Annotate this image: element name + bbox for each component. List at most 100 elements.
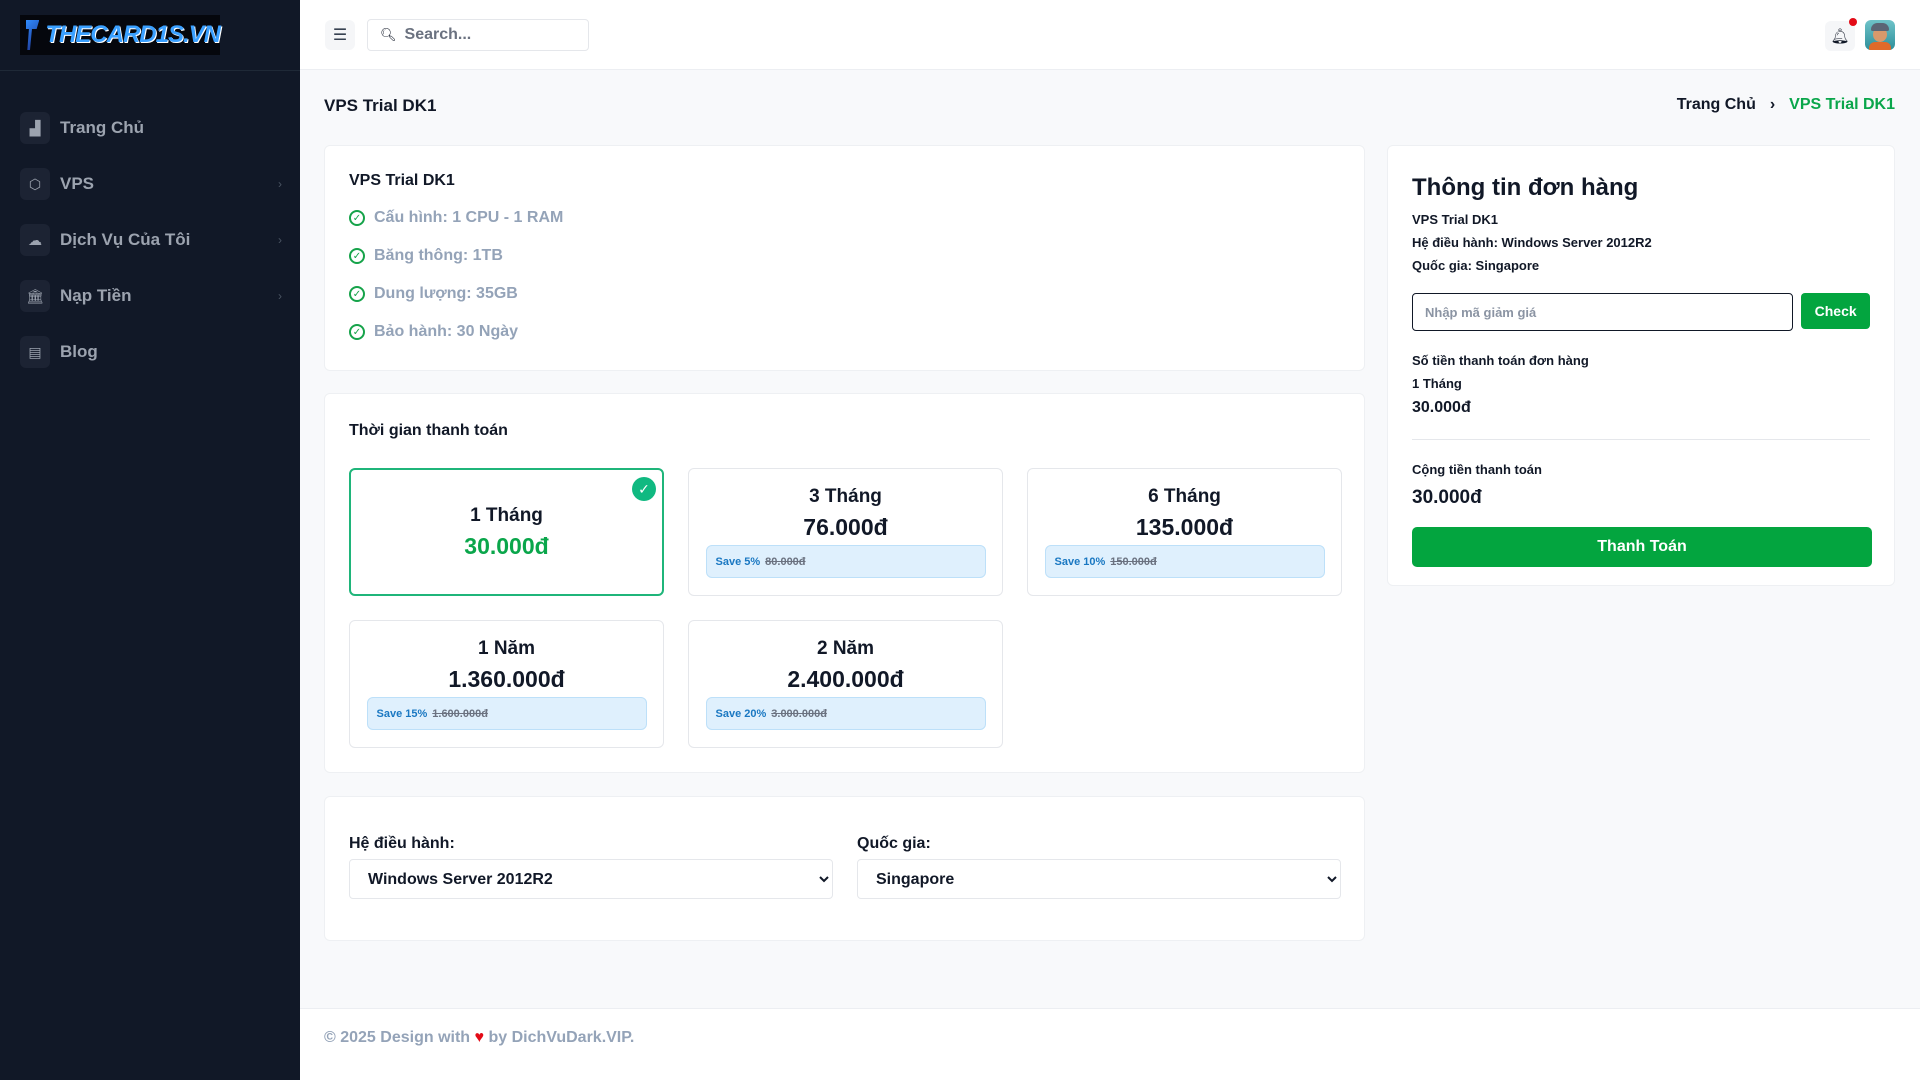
search-icon: 🔍︎ [380,27,397,42]
plan-option-2-nam[interactable]: 2 Năm 2.400.000đ Save 20% 3.000.000đ [688,620,1003,748]
notification-button[interactable]: 🔔︎ [1825,18,1857,51]
feature-item: ✓ Cấu hình: 1 CPU - 1 RAM [349,199,1340,237]
billing-card: Thời gian thanh toán ✓ 1 Tháng 30.000đ 3 T… [324,393,1365,773]
save-badge: Save 20% 3.000.000đ [705,697,986,730]
sidebar-item-nap-tien[interactable]: 🏛 Nạp Tiền › [20,268,282,324]
sidebar-divider [0,70,300,71]
plan-label: 2 Năm [816,638,875,659]
sidebar-item-blog[interactable]: ▤ Blog [20,324,282,380]
old-price: 80.000đ [765,555,806,568]
avatar[interactable] [1865,20,1895,50]
document-icon: ▤ [20,336,50,368]
plan-grid: ✓ 1 Tháng 30.000đ 3 Tháng 76.000đ Save 5% 80.… [349,468,1342,748]
divider [1412,439,1870,440]
order-summary-card: Thông tin đơn hàng VPS Trial DK1 Hệ điều… [1387,145,1895,586]
cube-icon: ⬡ [20,168,50,200]
notification-dot [1849,18,1857,26]
plan-label: 1 Tháng [470,504,543,526]
feature-item: ✓ Bảo hành: 30 Ngày [349,313,1340,351]
old-price: 150.000đ [1110,555,1157,568]
hamburger-icon: ☰ [332,27,348,44]
total-label: Cộng tiền thanh toán [1412,462,1542,477]
save-badge: Save 5% 80.000đ [705,545,986,578]
heart-icon: ♥ [474,1029,485,1046]
cloud-icon: ☁ [20,224,50,256]
chevron-right-icon: › [1769,96,1776,113]
chevron-right-icon: › [278,233,282,247]
bank-icon: 🏛 [20,280,50,312]
billing-title: Thời gian thanh toán [349,422,508,439]
save-percent: Save 10% [1054,555,1106,568]
search-input[interactable] [404,26,575,44]
old-price: 1.600.000đ [432,707,488,720]
check-circle-icon: ✓ [349,248,365,264]
subtotal-amount: 30.000đ [1412,399,1471,416]
sidebar-item-dich-vu[interactable]: ☁ Dịch Vụ Của Tôi › [20,212,282,268]
plan-price: 76.000đ [803,514,888,540]
breadcrumb: Trang Chủ › VPS Trial DK1 [1677,96,1895,114]
logo[interactable]: THECARD1S.VN [20,15,221,55]
sidebar-item-trang-chu[interactable]: ▟ Trang Chủ [20,100,282,156]
search-box: 🔍︎ [367,19,589,51]
save-percent: Save 15% [376,707,428,720]
save-badge: Save 15% 1.600.000đ [366,697,647,730]
order-country: Quốc gia: Singapore [1412,258,1540,273]
feature-item: ✓ Băng thông: 1TB [349,237,1340,275]
home-icon: ▟ [20,112,50,144]
logo-mark [26,20,40,50]
feature-text: Cấu hình: 1 CPU - 1 RAM [374,209,564,226]
feature-text: Băng thông: 1TB [374,247,503,264]
breadcrumb-home[interactable]: Trang Chủ [1676,96,1756,113]
order-product: VPS Trial DK1 [1412,212,1498,227]
sidebar-item-label: Nạp Tiền [60,286,132,305]
save-percent: Save 5% [715,555,761,568]
plan-price: 135.000đ [1135,514,1234,540]
plan-option-1-nam[interactable]: 1 Năm 1.360.000đ Save 15% 1.600.000đ [349,620,664,748]
sidebar-item-label: Trang Chủ [60,118,145,137]
order-os: Hệ điều hành: Windows Server 2012R2 [1412,235,1652,250]
plan-price: 1.360.000đ [448,666,565,692]
country-select[interactable]: Singapore [857,859,1341,899]
save-badge: Save 10% 150.000đ [1044,545,1325,578]
plan-label: 3 Tháng [809,486,882,507]
feature-item: ✓ Dung lượng: 35GB [349,275,1340,313]
product-name: VPS Trial DK1 [349,172,455,189]
check-coupon-button[interactable]: Check [1801,293,1870,329]
selected-check-icon: ✓ [632,477,656,501]
order-period: 1 Tháng [1412,376,1462,391]
check-circle-icon: ✓ [349,210,365,226]
save-percent: Save 20% [715,707,767,720]
os-label: Hệ điều hành: [349,835,455,852]
feature-text: Dung lượng: 35GB [374,285,518,302]
plan-label: 6 Tháng [1148,486,1221,507]
sidebar-item-label: Dịch Vụ Của Tôi [60,230,191,249]
footer: © 2025 Design with ♥ by DichVuDark.VIP. [300,1008,1920,1080]
os-select[interactable]: Windows Server 2012R2 [349,859,833,899]
bell-icon: 🔔︎ [1830,28,1850,45]
footer-prefix: © 2025 Design with [324,1029,471,1046]
chevron-right-icon: › [278,177,282,191]
top-header: ☰ 🔍︎ 🔔︎ [300,0,1920,70]
product-card: VPS Trial DK1 ✓ Cấu hình: 1 CPU - 1 RAM ✓… [324,145,1365,371]
sidebar-item-vps[interactable]: ⬡ VPS › [20,156,282,212]
sidebar: THECARD1S.VN ▟ Trang Chủ ⬡ VPS › ☁ Dịch Vụ C… [0,0,300,1080]
pay-button[interactable]: Thanh Toán [1412,527,1872,567]
check-circle-icon: ✓ [349,286,365,302]
plan-option-1-thang[interactable]: ✓ 1 Tháng 30.000đ [349,468,664,596]
breadcrumb-current: VPS Trial DK1 [1789,96,1895,113]
sidebar-item-label: Blog [60,342,98,361]
check-circle-icon: ✓ [349,324,365,340]
menu-toggle-button[interactable]: ☰ [325,20,355,50]
order-title: Thông tin đơn hàng [1412,174,1639,201]
logo-text: THECARD1S.VN [45,21,221,48]
plan-price: 2.400.000đ [787,666,904,692]
plan-price: 30.000đ [464,532,549,559]
plan-option-6-thang[interactable]: 6 Tháng 135.000đ Save 10% 150.000đ [1027,468,1342,596]
old-price: 3.000.000đ [771,707,827,720]
footer-suffix: by DichVuDark.VIP. [488,1029,635,1046]
sidebar-item-label: VPS [60,174,95,193]
feature-text: Bảo hành: 30 Ngày [374,323,519,340]
coupon-input[interactable] [1412,293,1794,331]
plan-option-3-thang[interactable]: 3 Tháng 76.000đ Save 5% 80.000đ [688,468,1003,596]
page-title: VPS Trial DK1 [324,96,437,115]
